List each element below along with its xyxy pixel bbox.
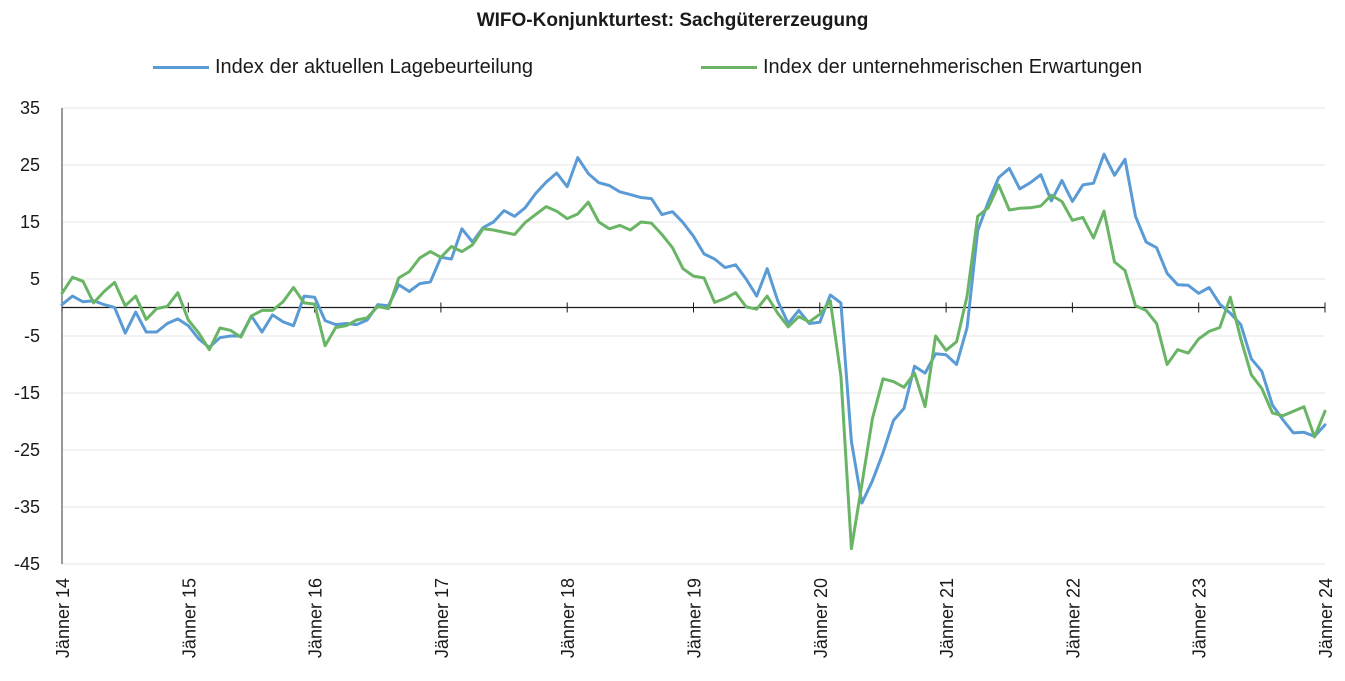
legend-swatch-lagebeurteilung [153,65,209,69]
x-tick-label: Jänner 17 [432,578,452,658]
x-tick-label: Jänner 23 [1190,578,1210,658]
y-tick-label: -15 [14,383,40,403]
x-tick-label: Jänner 20 [811,578,831,658]
y-tick-label: -45 [14,554,40,574]
y-tick-label: 25 [20,155,40,175]
x-tick-label: Jänner 16 [306,578,326,658]
y-tick-label: 35 [20,98,40,118]
chart-title: WIFO-Konjunkturtest: Sachgütererzeugung [476,10,869,31]
x-tick-label: Jänner 24 [1316,578,1336,658]
legend-label-lagebeurteilung: Index der aktuellen Lagebeurteilung [215,55,534,78]
legend-item-erwartungen: Index der unternehmerischen Erwartungen [701,52,1142,82]
x-tick-label: Jänner 14 [53,578,73,658]
x-tick-label: Jänner 18 [558,578,578,658]
series-line-erwartungen [60,183,1327,551]
axes [61,108,1326,564]
x-tick-label: Jänner 21 [937,578,957,658]
x-tick-label: Jänner 19 [685,578,705,658]
y-tick-label: 15 [20,212,40,232]
series-line-lagebeurteilung [60,152,1327,505]
legend-swatch-erwartungen [701,65,757,69]
x-tick-labels: Jänner 14 Jänner 15 Jänner 16 Jänner 17 Jänn… [53,578,1336,658]
legend-item-lagebeurteilung: Index der aktuellen Lagebeurteilung [153,52,533,82]
y-tick-label: 5 [30,269,40,289]
grid-lines [62,107,1325,565]
legend: Index der aktuellen Lagebeurteilung Inde… [0,52,1345,82]
series-lines [60,152,1327,551]
legend-label-erwartungen: Index der unternehmerischen Erwartungen [763,55,1143,78]
x-tick-label: Jänner 22 [1063,578,1083,658]
y-tick-labels: 35 25 15 5 -5 -15 -25 -35 -45 [14,98,40,574]
y-tick-label: -25 [14,440,40,460]
y-tick-label: -35 [14,497,40,517]
x-tick-label: Jänner 15 [179,578,199,658]
y-tick-label: -5 [24,326,40,346]
